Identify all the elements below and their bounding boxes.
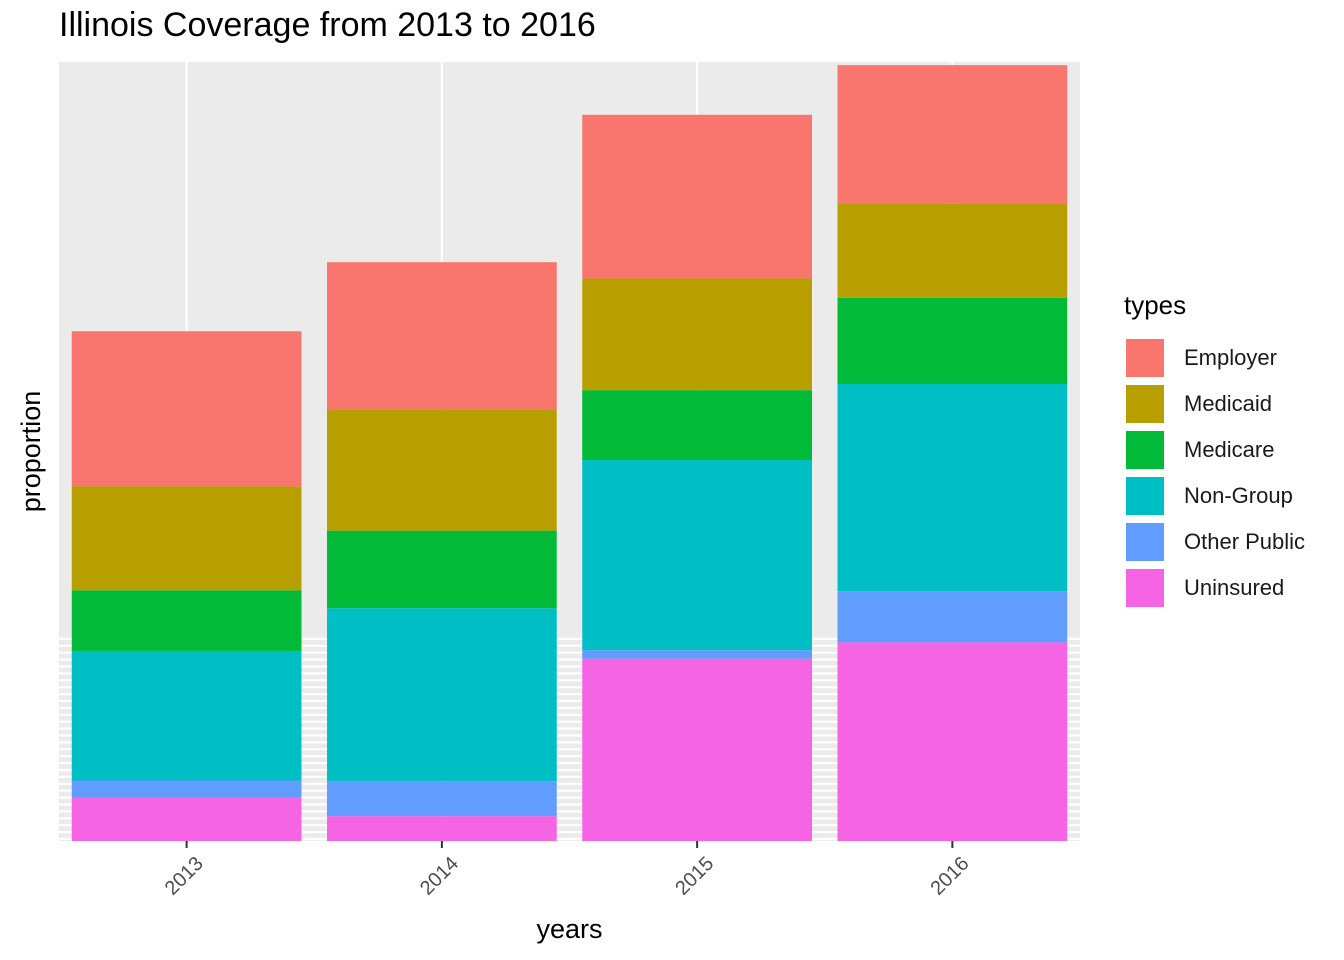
legend-swatch-other-public [1124, 521, 1166, 563]
legend-label-non-group: Non-Group [1184, 483, 1293, 508]
legend-label-medicaid: Medicaid [1184, 391, 1273, 416]
bar-segment-2014-uninsured [327, 816, 557, 841]
bar-segment-2013-employer [71, 331, 302, 487]
legend-swatch-medicare [1124, 429, 1166, 471]
bar-segment-2016-employer [837, 65, 1068, 204]
legend-label-other-public: Other Public [1184, 529, 1306, 554]
bar-segment-2015-non-group [582, 460, 812, 651]
bar-segment-2013-non-group [71, 650, 302, 781]
legend-item-other-public: Other Public [1124, 519, 1305, 565]
x-tick-label-2015: 2015 [671, 853, 718, 900]
bar-segment-2015-employer [582, 114, 812, 279]
legend-item-non-group: Non-Group [1124, 473, 1305, 519]
legend-item-uninsured: Uninsured [1124, 565, 1305, 611]
legend-title: types [1124, 290, 1187, 320]
legend-item-employer: Employer [1124, 335, 1305, 381]
bar-segment-2016-uninsured [837, 642, 1068, 841]
bar-segment-2016-medicaid [837, 203, 1068, 298]
legend-label-uninsured: Uninsured [1184, 575, 1285, 600]
legend-items: Employer Medicaid Medicare Non-Group Other P… [1124, 335, 1305, 611]
bar-segment-2014-medicare [327, 530, 557, 609]
legend-swatch-employer [1124, 337, 1166, 379]
bar-segment-2014-non-group [327, 608, 557, 782]
bar-segment-2015-medicare [582, 390, 812, 461]
legend-item-medicare: Medicare [1124, 427, 1305, 473]
plot-area: 2013 2014 2015 2016 years proportion [16, 62, 1080, 944]
bar-segment-2016-non-group [837, 383, 1068, 592]
x-axis-label: years [536, 914, 602, 944]
chart-title: Illinois Coverage from 2013 to 2016 [59, 6, 596, 44]
x-tick-label-2014: 2014 [416, 853, 463, 900]
legend: types Employer Medicaid Medicare Non-Group O… [1124, 290, 1305, 611]
bar-segment-2016-medicare [837, 297, 1068, 384]
bar-segment-2015-uninsured [582, 658, 812, 841]
x-axis-ticks: 2013 2014 2015 2016 [161, 841, 974, 900]
legend-label-medicare: Medicare [1184, 437, 1275, 462]
legend-item-medicaid: Medicaid [1124, 381, 1305, 427]
bar-segment-2013-uninsured [71, 797, 302, 841]
bar-segment-2014-other-public [327, 781, 557, 817]
x-tick-label-2013: 2013 [161, 853, 208, 900]
bar-segment-2013-other-public [71, 780, 302, 798]
bar-segment-2016-other-public [837, 591, 1068, 643]
legend-swatch-medicaid [1124, 383, 1166, 425]
x-tick-label-2016: 2016 [927, 853, 974, 900]
bar-segment-2015-other-public [582, 650, 812, 659]
bars [71, 65, 1068, 841]
bar-segment-2015-medicaid [582, 278, 812, 391]
bar-segment-2013-medicare [71, 590, 302, 651]
bar-segment-2014-medicaid [327, 409, 557, 531]
legend-label-employer: Employer [1184, 345, 1277, 370]
bar-segment-2014-employer [327, 262, 557, 410]
legend-swatch-non-group [1124, 475, 1166, 517]
legend-swatch-uninsured [1124, 567, 1166, 609]
y-axis-label: proportion [16, 391, 46, 513]
bar-segment-2013-medicaid [71, 486, 302, 591]
